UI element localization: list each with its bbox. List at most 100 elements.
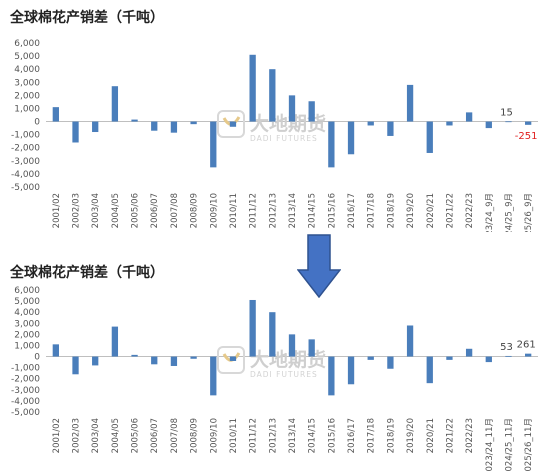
x-tick-label: 2013/14 xyxy=(288,193,298,228)
x-tick-label: 2002/03 xyxy=(72,418,82,453)
bar xyxy=(229,356,237,361)
y-tick-label: -3,000 xyxy=(11,386,40,396)
bar xyxy=(288,334,296,357)
x-tick-label: 2025/26_11月 xyxy=(524,418,534,471)
bar xyxy=(131,354,138,357)
bar xyxy=(249,299,256,357)
bar xyxy=(485,356,492,363)
bar xyxy=(505,121,512,123)
x-tick-label: 2002/03 xyxy=(72,193,82,228)
x-tick-label: 2005/06 xyxy=(131,193,141,228)
y-tick-label: -1,000 xyxy=(11,131,40,141)
x-tick-label: 2006/07 xyxy=(150,193,160,228)
x-tick-label: 2013/14 xyxy=(288,418,298,453)
y-tick-label: 4,000 xyxy=(14,308,40,318)
chart-title: 全球棉花产销差（千吨） xyxy=(9,9,164,26)
bar xyxy=(52,107,59,122)
x-tick-label: 2014/15 xyxy=(308,193,318,228)
data-label: -251 xyxy=(515,131,538,142)
x-tick-label: 2023/24_9月 xyxy=(485,193,495,232)
x-tick-label: 2007/08 xyxy=(170,193,180,228)
bar xyxy=(72,121,79,143)
x-tick-label: 2019/20 xyxy=(406,193,416,228)
watermark-text: 大地期货 xyxy=(250,112,326,135)
x-tick-label: 2015/16 xyxy=(327,418,337,453)
y-tick-label: 1,000 xyxy=(14,341,40,351)
bar xyxy=(347,356,355,385)
x-tick-label: 2012/13 xyxy=(268,418,278,453)
bar xyxy=(249,54,256,122)
x-tick-label: 2022/23 xyxy=(465,418,475,453)
bar xyxy=(446,121,453,126)
x-tick-label: 2021/22 xyxy=(445,418,455,453)
bottom-chart-svg: 全球棉花产销差（千吨） 6,0005,0004,0003,0002,0001,00… xyxy=(9,264,538,471)
bar xyxy=(52,344,59,357)
x-tick-label: 2009/10 xyxy=(209,418,219,453)
y-tick-label: 0 xyxy=(34,118,40,128)
x-tick-label: 2009/10 xyxy=(209,193,219,228)
top-chart-svg: 全球棉花产销差（千吨） 6,000 5,000 4,000 3,000 2,000 1,00… xyxy=(9,9,538,232)
x-tick-label: 2004/05 xyxy=(111,418,121,453)
x-tick-label: 2019/20 xyxy=(406,418,416,453)
x-tick-label: 2015/16 xyxy=(327,193,337,228)
y-tick-label: 5,000 xyxy=(14,297,40,307)
x-tick-label: 2014/15 xyxy=(308,418,318,453)
watermark-subtext: DADI FUTURES xyxy=(250,370,318,379)
bar xyxy=(151,121,158,131)
y-tick-label: -5,000 xyxy=(11,183,40,193)
x-tick-label: 2006/07 xyxy=(150,418,160,453)
x-tick-label: 2008/09 xyxy=(190,193,200,228)
y-tick-label: 6,000 xyxy=(14,39,40,49)
bar xyxy=(367,121,374,126)
y-tick-label: -2,000 xyxy=(11,375,40,385)
data-label: 53 xyxy=(500,342,513,353)
x-tick-label: 2012/13 xyxy=(268,193,278,228)
y-tick-label: 2,000 xyxy=(14,330,40,340)
x-tick-label: 2010/11 xyxy=(229,193,239,228)
bar xyxy=(308,101,315,122)
bar xyxy=(210,356,217,396)
x-tick-label: 2021/22 xyxy=(445,193,455,228)
x-tick-label: 2020/21 xyxy=(426,418,436,453)
x-tick-label: 2001/02 xyxy=(52,193,62,228)
y-tick-label: -1,000 xyxy=(11,364,40,374)
x-tick-label: 2022/23 xyxy=(465,193,475,228)
bar xyxy=(210,121,217,168)
x-tick-label: 2024/25_11月 xyxy=(504,418,514,471)
y-tick-label: 0 xyxy=(34,353,40,363)
bar xyxy=(406,325,414,357)
bar xyxy=(92,356,99,366)
x-tick-label: 2008/09 xyxy=(190,418,200,453)
bar xyxy=(426,121,433,153)
y-tick-label: 6,000 xyxy=(14,286,40,296)
bar xyxy=(190,356,197,359)
x-tick-label: 2018/19 xyxy=(386,418,396,453)
x-tick-label: 2003/04 xyxy=(91,418,101,453)
bar xyxy=(111,86,119,122)
y-tick-label: 2,000 xyxy=(14,91,40,101)
x-tick-label: 2016/17 xyxy=(347,418,357,453)
data-label: 261 xyxy=(517,340,536,351)
x-tick-label: 2005/06 xyxy=(131,418,141,453)
bar xyxy=(347,121,355,155)
y-tick-label: -4,000 xyxy=(11,170,40,180)
bar xyxy=(72,356,79,375)
y-tick-label: 1,000 xyxy=(14,104,40,114)
bar xyxy=(170,121,178,133)
y-tick-label: 4,000 xyxy=(14,65,40,75)
x-tick-label: 2001/02 xyxy=(52,418,62,453)
x-tick-label: 2003/04 xyxy=(91,193,101,228)
y-tick-label: 3,000 xyxy=(14,319,40,329)
y-tick-label: -4,000 xyxy=(11,397,40,407)
bar xyxy=(229,121,237,127)
logo-icon xyxy=(217,346,245,374)
chart-title: 全球棉花产销差（千吨） xyxy=(9,264,164,281)
y-tick-label: 3,000 xyxy=(14,78,40,88)
bar xyxy=(328,356,335,396)
y-tick-label: -3,000 xyxy=(11,157,40,167)
bar xyxy=(151,356,158,365)
bar xyxy=(387,356,394,369)
x-tick-label: 2017/18 xyxy=(367,418,377,453)
x-tick-label: 2024/25_9月 xyxy=(504,193,514,232)
bar xyxy=(465,112,473,122)
